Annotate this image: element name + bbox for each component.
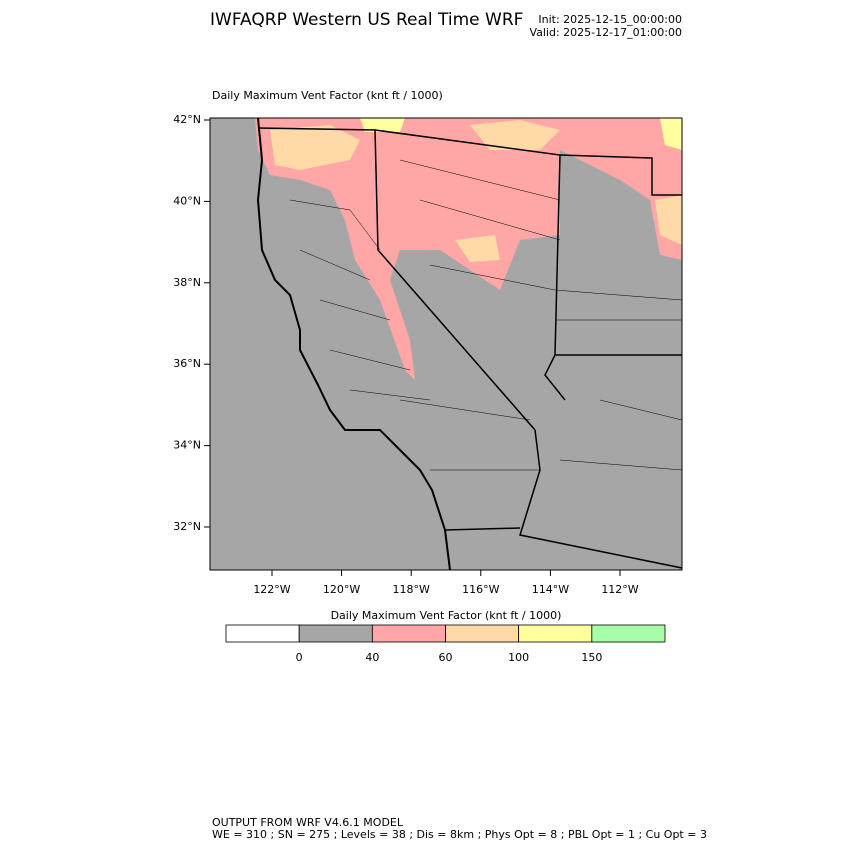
highest-vent-areas [360, 118, 682, 150]
boundaries [256, 117, 683, 571]
colorbar-box [371, 624, 446, 643]
lat-label: 38°N [173, 276, 201, 289]
map [209, 117, 683, 571]
colorbar-box [225, 624, 300, 643]
colorbar-label: 100 [508, 651, 529, 664]
lat-label: 32°N [173, 520, 201, 533]
colorbar-box [445, 624, 520, 643]
map-label: Daily Maximum Vent Factor (knt ft / 1000… [212, 89, 443, 102]
map-frame [209, 117, 683, 571]
footer-line: WE = 310 ; SN = 275 ; Levels = 38 ; Dis … [212, 828, 707, 841]
lon-label: 112°W [601, 583, 638, 596]
colorbar-title: Daily Maximum Vent Factor (knt ft / 1000… [331, 609, 562, 622]
lon-label: 122°W [253, 583, 290, 596]
footer-line: OUTPUT FROM WRF V4.6.1 MODEL [212, 816, 404, 829]
lon-label: 118°W [393, 583, 430, 596]
colorbar-box [298, 624, 373, 643]
valid-time: Valid: 2025-12-17_01:00:00 [529, 26, 682, 39]
title: IWFAQRP Western US Real Time WRF [210, 10, 523, 30]
colorbar-box [518, 624, 593, 643]
lat-label: 36°N [173, 357, 201, 370]
lat-label: 40°N [173, 194, 201, 207]
init-time: Init: 2025-12-15_00:00:00 [538, 13, 682, 26]
colorbar-label: 150 [581, 651, 602, 664]
higher-vent-areas [270, 120, 682, 262]
lon-label: 116°W [462, 583, 499, 596]
colorbar-label: 40 [365, 651, 379, 664]
high-vent-areas [255, 118, 682, 380]
colorbar-label: 60 [439, 651, 453, 664]
lon-label: 114°W [532, 583, 569, 596]
lat-label: 34°N [173, 439, 201, 452]
lon-label: 120°W [323, 583, 360, 596]
lat-label: 42°N [173, 113, 201, 126]
colorbar-label: 0 [296, 651, 303, 664]
colorbar-box [591, 624, 666, 643]
